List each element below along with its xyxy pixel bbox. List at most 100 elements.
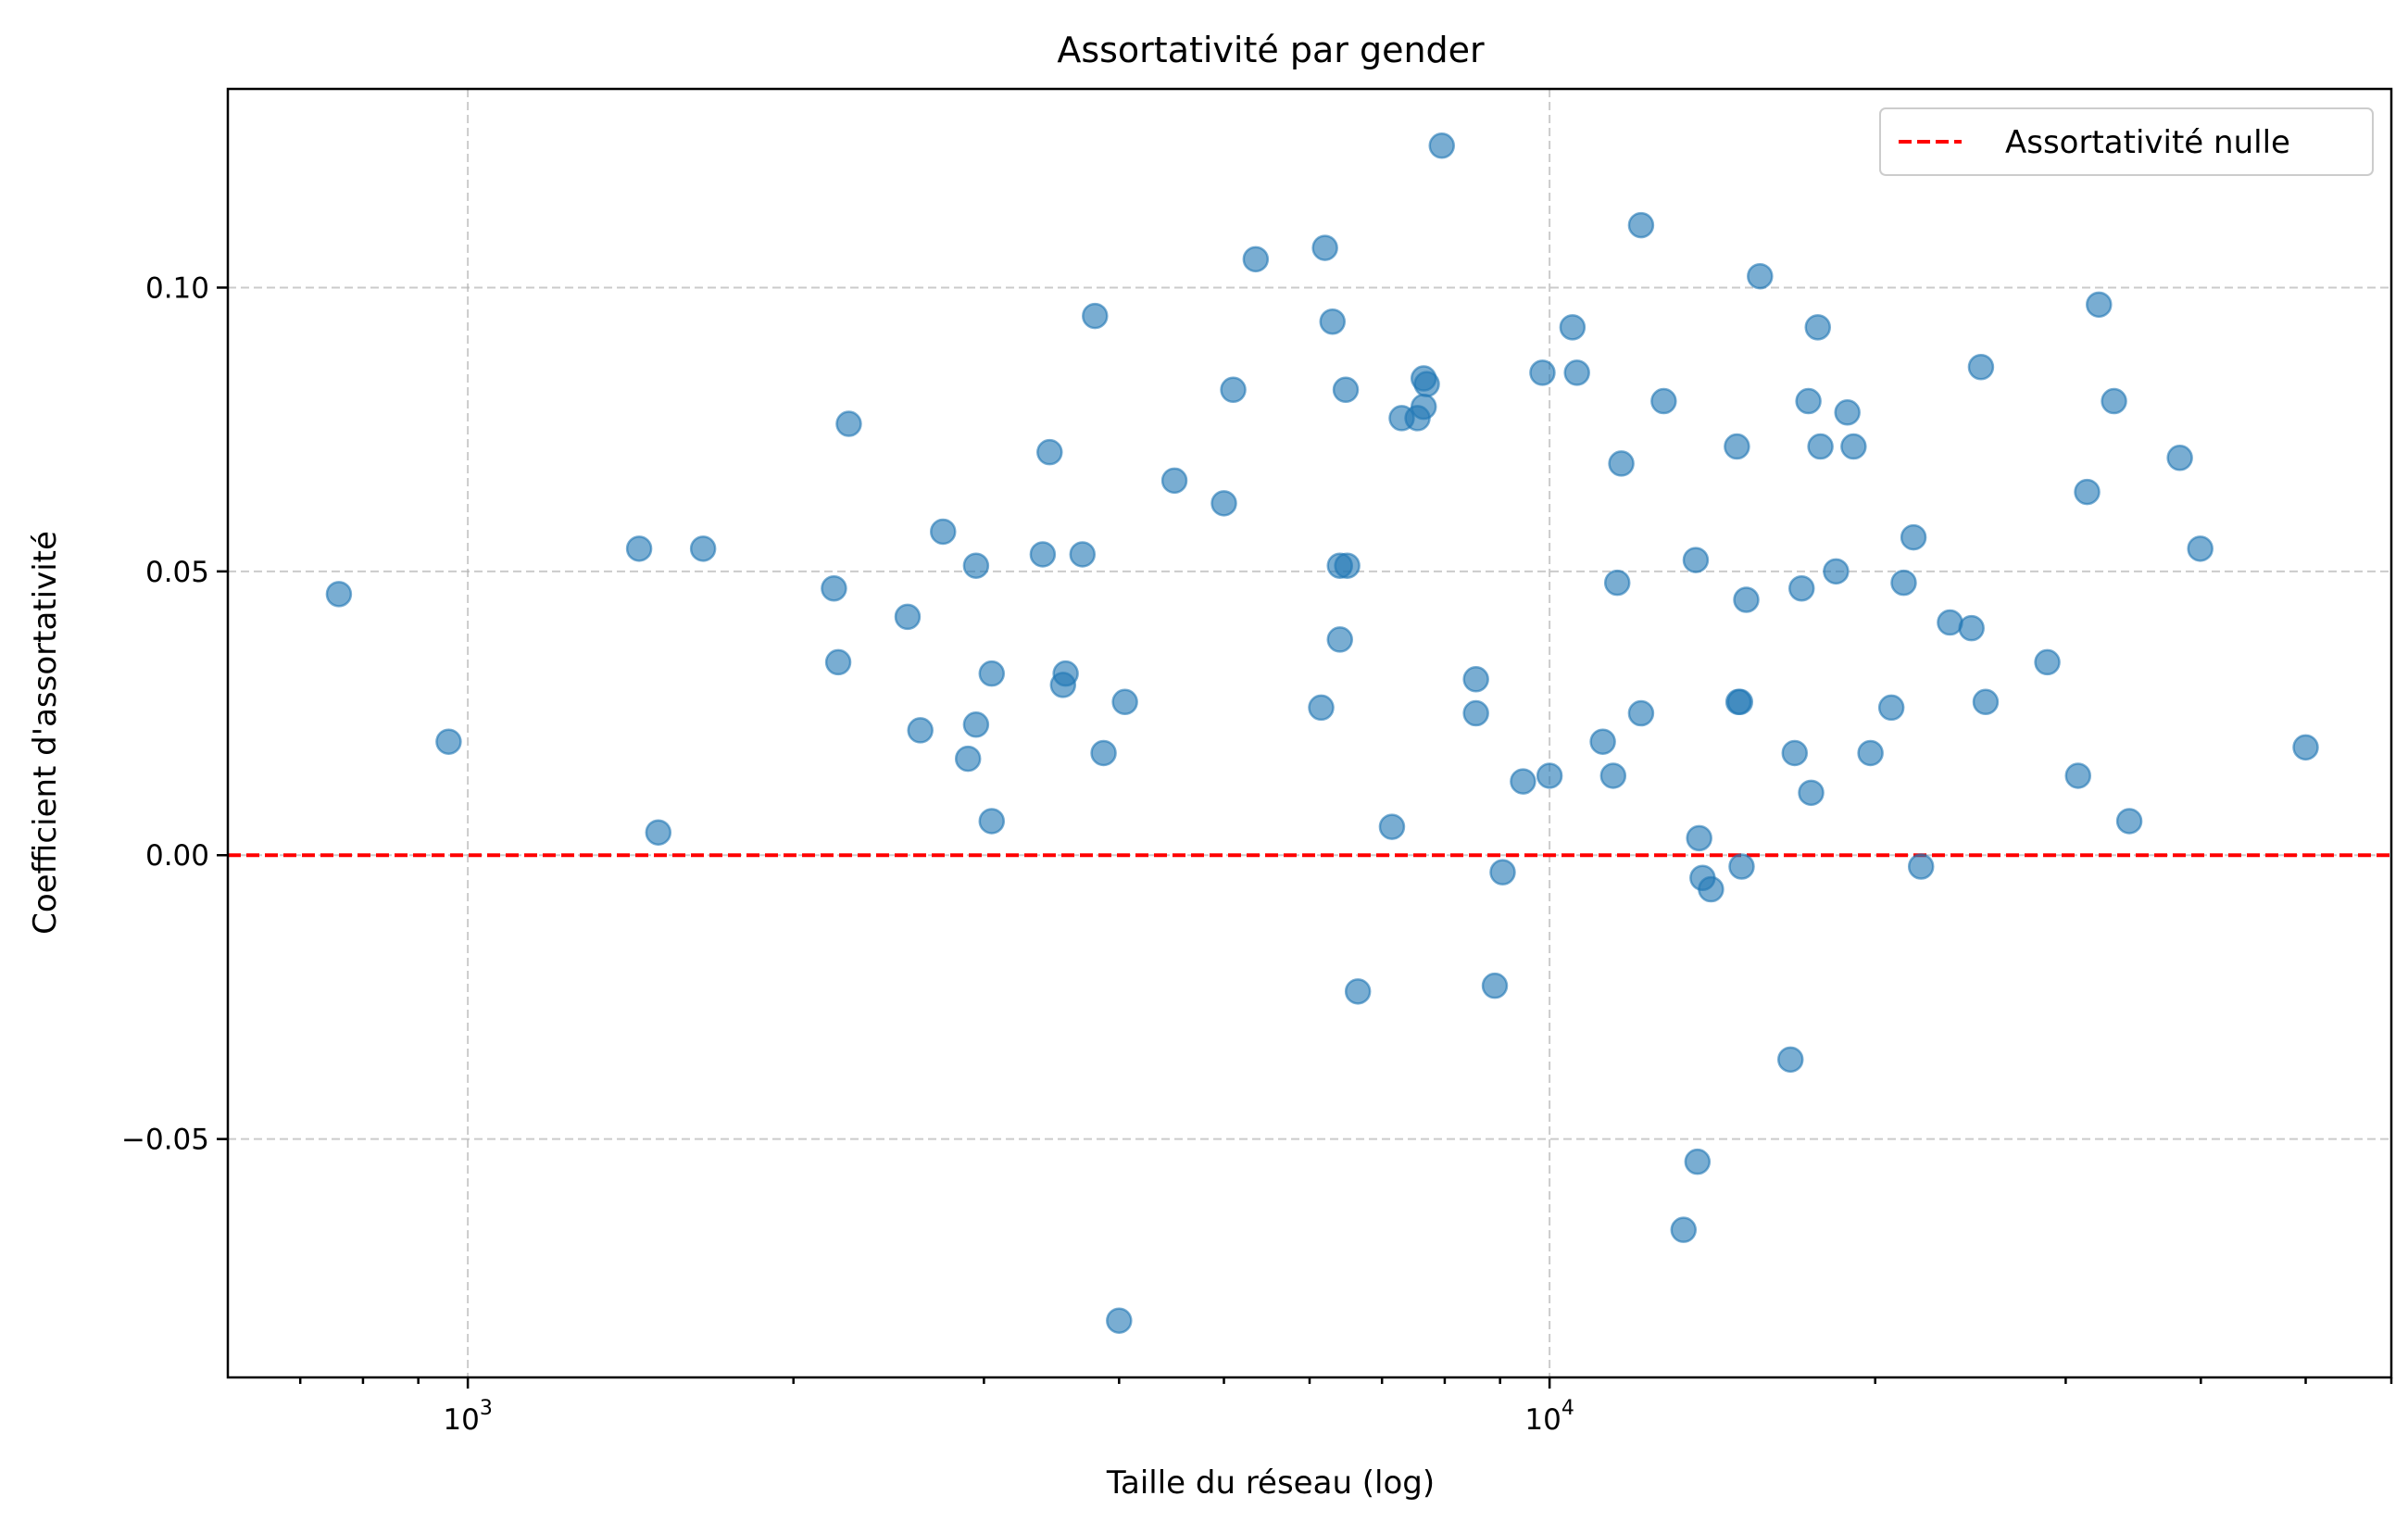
- scatter-point: [2034, 648, 2061, 676]
- scatter-point: [1378, 813, 1406, 840]
- scatter-point: [1682, 547, 1710, 573]
- scatter-point: [1106, 1307, 1133, 1334]
- x-tick-label-base: 10: [443, 1403, 479, 1437]
- y-tick-label: 0.10: [145, 271, 209, 305]
- y-axis-label: Coefficient d'assortativité: [27, 531, 64, 935]
- scatter-point: [1627, 211, 1655, 239]
- x-tick-label-base: 10: [1524, 1403, 1561, 1437]
- scatter-point: [1728, 853, 1755, 880]
- scatter-point: [1937, 609, 1963, 636]
- scatter-point: [1563, 359, 1590, 386]
- scatter-point: [962, 711, 990, 738]
- grid-layer: [228, 89, 2391, 1377]
- scatter-point: [978, 660, 1006, 687]
- scatter-point: [645, 819, 672, 846]
- scatter-point: [625, 535, 653, 562]
- x-tick-label: 104: [1524, 1397, 1574, 1437]
- scatter-point: [1529, 359, 1556, 386]
- scatter-point: [1462, 666, 1489, 693]
- scatter-point: [1807, 433, 1834, 460]
- scatter-point: [1890, 569, 1917, 597]
- x-tick-label-exponent: 4: [1561, 1397, 1574, 1420]
- plot-frame: [226, 87, 2393, 1379]
- scatter-point: [1160, 467, 1188, 495]
- scatter-point: [1650, 387, 1677, 415]
- scatter-point: [1857, 739, 1884, 767]
- scatter-point: [435, 728, 462, 755]
- x-tick-label-exponent: 3: [480, 1397, 493, 1420]
- scatter-point: [325, 581, 353, 608]
- scatter-point: [1958, 614, 1985, 642]
- scatter-point: [821, 574, 847, 602]
- scatter-point: [1052, 660, 1079, 687]
- scatter-point: [962, 552, 990, 579]
- scatter-point: [1599, 762, 1627, 789]
- scatter-point: [1536, 762, 1563, 789]
- y-tick-label: 0.05: [145, 556, 209, 589]
- scatter-point: [1907, 853, 1935, 880]
- scatter-point: [907, 717, 934, 744]
- scatter-point: [2166, 445, 2193, 471]
- scatter-point: [1627, 699, 1655, 727]
- scatter-point: [1823, 558, 1850, 585]
- scatter-point: [1747, 262, 1774, 290]
- scatter-point: [1724, 433, 1750, 460]
- scatter-point: [2115, 808, 2143, 835]
- scatter-points: [325, 132, 2319, 1334]
- legend: Assortativité nulle: [1879, 107, 2374, 176]
- scatter-point: [1788, 574, 1815, 602]
- scatter-point: [1510, 768, 1536, 795]
- scatter-point: [978, 808, 1006, 835]
- scatter-point: [1589, 728, 1616, 755]
- scatter-point: [1972, 688, 2000, 716]
- scatter-point: [1220, 376, 1247, 404]
- scatter-point: [1684, 1148, 1712, 1175]
- scatter-point: [1326, 626, 1353, 653]
- scatter-point: [1686, 824, 1712, 852]
- scatter-point: [1840, 433, 1867, 460]
- scatter-point: [1111, 688, 1138, 716]
- scatter-point: [1777, 1046, 1804, 1074]
- scatter-point: [2187, 535, 2214, 562]
- y-tick-label: 0.00: [145, 839, 209, 873]
- legend-entry-label: Assortativité nulle: [2005, 124, 2290, 161]
- scatter-point: [930, 518, 957, 546]
- chart-title: Assortativité par gender: [1057, 30, 1485, 70]
- scatter-point: [1781, 739, 1809, 767]
- scatter-point: [1332, 376, 1360, 404]
- scatter-point: [954, 745, 982, 773]
- scatter-point: [1726, 688, 1754, 716]
- scatter-point: [1410, 393, 1437, 421]
- scatter-point: [894, 603, 922, 631]
- scatter-point: [824, 648, 852, 676]
- scatter-point: [1603, 569, 1631, 597]
- scatter-point: [2101, 387, 2127, 415]
- scatter-point: [1489, 859, 1516, 886]
- scatter-point: [835, 410, 862, 437]
- scatter-point: [1559, 314, 1587, 341]
- scatter-point: [1834, 399, 1861, 426]
- scatter-point: [1608, 450, 1635, 477]
- scatter-point: [1428, 132, 1455, 159]
- scatter-point: [1308, 694, 1335, 722]
- x-tick-label: 103: [443, 1397, 492, 1437]
- scatter-point: [1698, 875, 1724, 903]
- scatter-point: [1967, 354, 1995, 381]
- scatter-point: [1462, 699, 1489, 727]
- legend-box: [1879, 107, 2374, 176]
- y-tick-label: −0.05: [121, 1124, 209, 1157]
- scatter-point: [1029, 541, 1057, 568]
- scatter-point: [1798, 779, 1825, 807]
- scatter-point: [1804, 314, 1832, 341]
- scatter-point: [1069, 541, 1097, 568]
- scatter-point: [1344, 978, 1372, 1005]
- scatter-point: [1319, 308, 1346, 335]
- scatter-point: [1795, 387, 1822, 415]
- scatter-point: [1210, 490, 1237, 517]
- scatter-point: [1900, 523, 1927, 551]
- scatter-point: [2292, 734, 2319, 761]
- scatter-point: [2074, 478, 2101, 506]
- scatter-point: [2064, 762, 2091, 789]
- scatter-point: [1733, 586, 1760, 613]
